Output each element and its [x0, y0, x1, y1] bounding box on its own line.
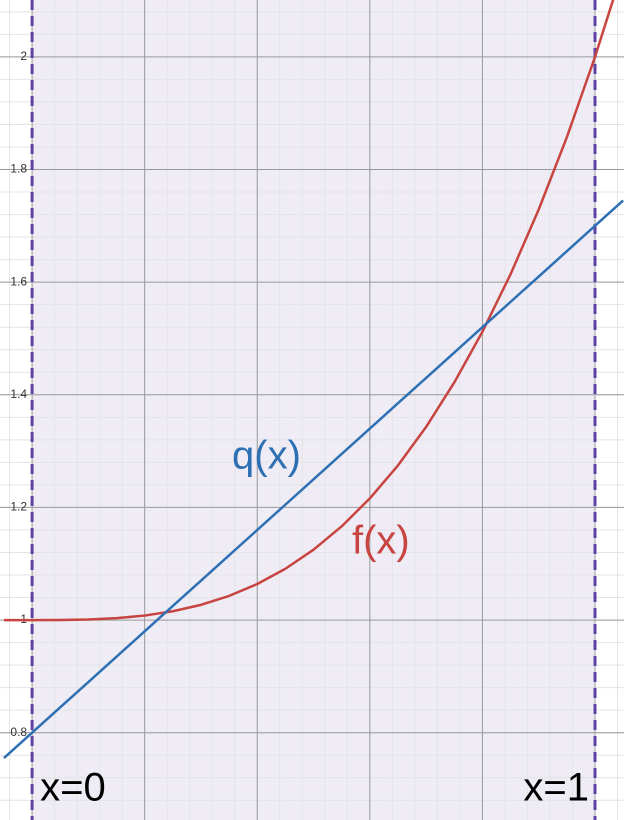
y-tick-label: 0.8 [10, 725, 27, 739]
y-tick-label: 1.2 [10, 500, 27, 514]
series-line [3, 199, 624, 759]
y-tick-label: 1.8 [10, 162, 27, 176]
vline-label: x=0 [40, 766, 106, 810]
shaded-region [32, 0, 596, 820]
y-tick-label: 1.6 [10, 274, 27, 288]
y-tick-label: 1.4 [10, 387, 27, 401]
y-tick-label: 2 [20, 49, 27, 63]
series-label: q(x) [232, 434, 301, 478]
series-line [3, 0, 615, 622]
vline-label: x=1 [523, 766, 589, 810]
series-label: f(x) [352, 519, 410, 563]
